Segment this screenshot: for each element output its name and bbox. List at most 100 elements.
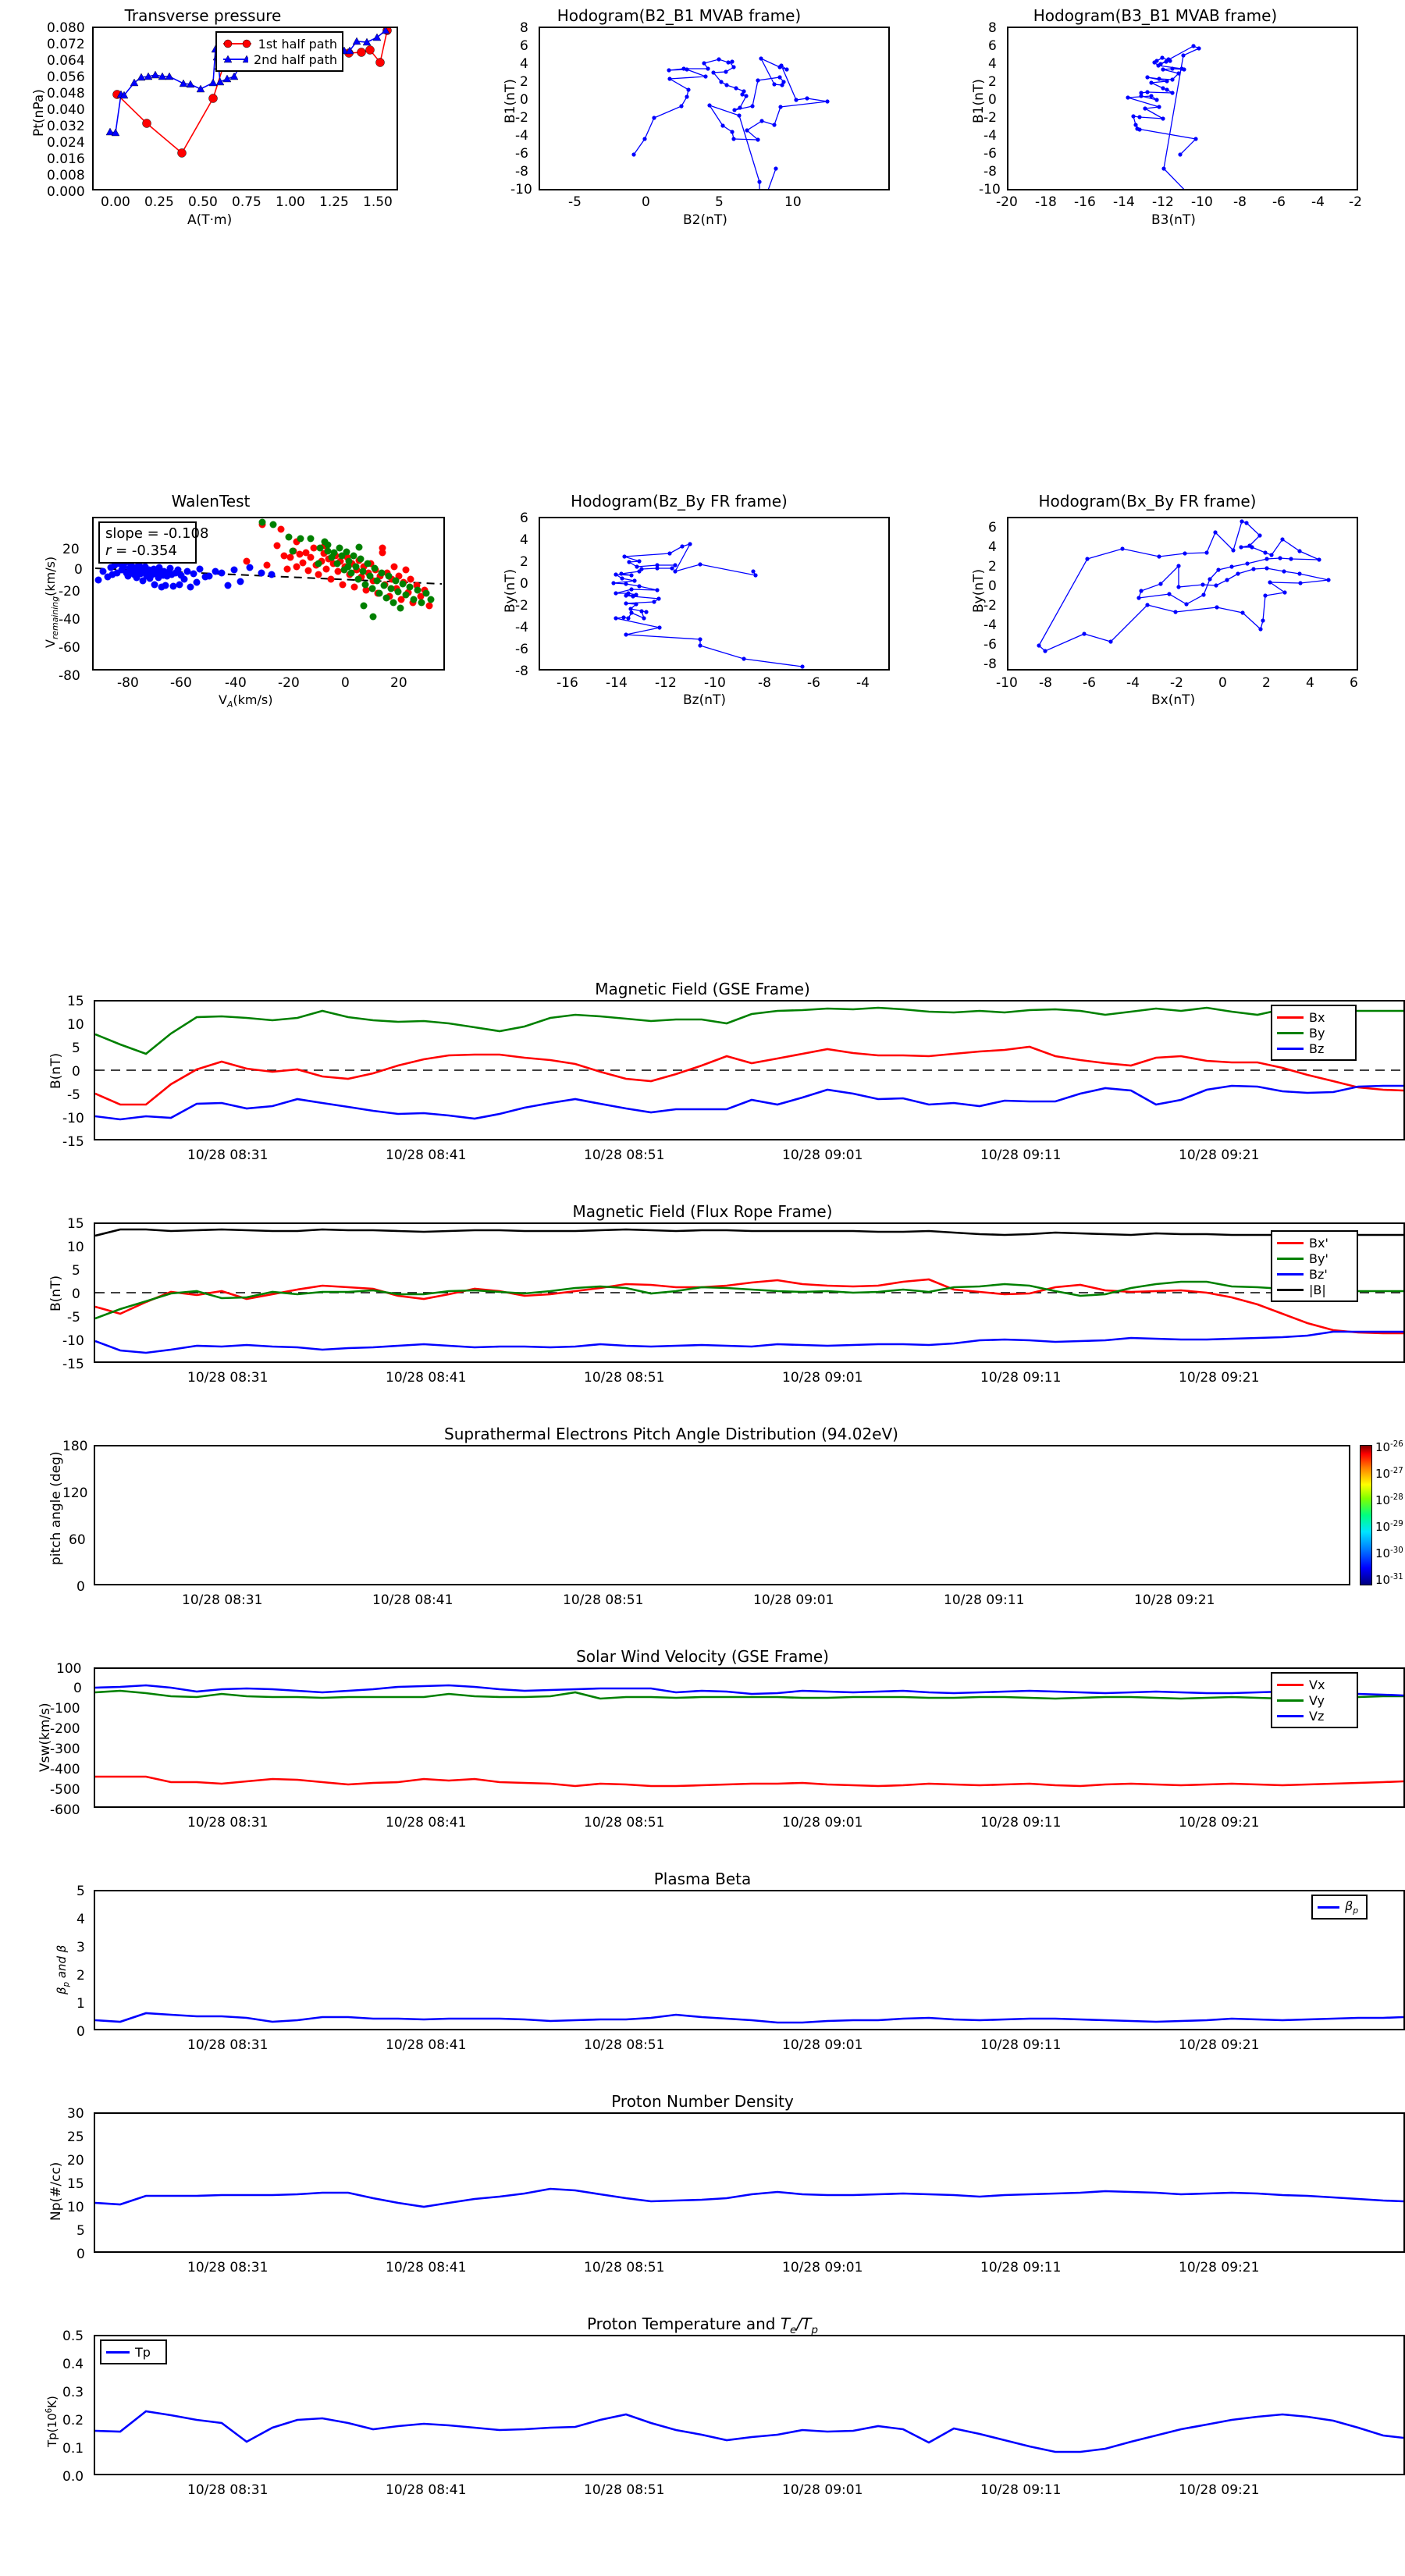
panel-hodogram-b2b1: Hodogram(B2_B1 MVAB frame) 8 6 4 2 0 -2 … xyxy=(468,0,937,228)
xtick: 0 xyxy=(1218,675,1227,691)
ytick: -300 xyxy=(50,1742,80,1757)
ytick: -6 xyxy=(984,637,997,653)
panel-title: Plasma Beta xyxy=(653,1870,752,1888)
legend-label: By' xyxy=(1309,1251,1329,1266)
ytick: 2 xyxy=(76,1968,85,1984)
legend-label: Bx' xyxy=(1309,1235,1329,1251)
ytick: 180 xyxy=(62,1439,88,1454)
ytick: 0.1 xyxy=(62,2441,84,2457)
vsw-svg xyxy=(95,1684,1403,1788)
ytick: 0.056 xyxy=(47,69,85,85)
xtick: 10/28 09:01 xyxy=(782,2482,863,2498)
xtick: -10 xyxy=(1191,194,1213,210)
legend-mag-fr[interactable]: Bx' By' Bz' |B| xyxy=(1271,1230,1358,1302)
panel-solar-wind-velocity: Solar Wind Velocity (GSE Frame) Vx Vy Vz… xyxy=(0,1647,1405,1858)
axis-label-x: B2(nT) xyxy=(683,212,727,228)
panel-title: Suprathermal Electrons Pitch Angle Distr… xyxy=(444,1425,898,1443)
legend-mag-gse[interactable]: Bx By Bz xyxy=(1271,1005,1357,1061)
axis-label-y: Pt(nPa) xyxy=(31,89,47,137)
legend-item-first-half[interactable]: 1st half path xyxy=(222,36,337,52)
ytick: 0.008 xyxy=(47,168,85,183)
walen-annotation-box: slope = -0.108 r = -0.354 xyxy=(98,521,208,564)
legend-item-vy[interactable]: Vy xyxy=(1277,1692,1352,1708)
xtick: 4 xyxy=(1306,675,1314,691)
tp-svg xyxy=(95,2410,1403,2453)
legend-item-bzp[interactable]: Bz' xyxy=(1277,1266,1352,1282)
legend-tp[interactable]: Tp xyxy=(100,2339,167,2364)
legend-label: Bz xyxy=(1309,1041,1325,1056)
ytick: 4 xyxy=(520,56,528,72)
ytick: 15 xyxy=(67,994,84,1009)
xtick: -2 xyxy=(1349,194,1362,210)
legend-item-betap[interactable]: βp xyxy=(1318,1898,1361,1916)
legend-label: Bx xyxy=(1309,1009,1325,1025)
legend-transverse-pressure[interactable]: 1st half path 2nd half path xyxy=(215,31,343,72)
xtick: -14 xyxy=(1113,194,1135,210)
plot-area-vsw xyxy=(94,1667,1405,1808)
legend-item-byp[interactable]: By' xyxy=(1277,1251,1352,1266)
xtick: -40 xyxy=(225,675,247,691)
panel-hodogram-b3b1: Hodogram(B3_B1 MVAB frame) 8 6 4 2 0 -2 … xyxy=(937,0,1405,228)
plot-area-hodogram-bxby xyxy=(1007,517,1358,671)
ytick: 60 xyxy=(69,1532,86,1548)
xtick: -18 xyxy=(1035,194,1057,210)
ytick: 6 xyxy=(988,38,997,54)
legend-item-bmag[interactable]: |B| xyxy=(1277,1282,1352,1297)
xtick: -8 xyxy=(1233,194,1247,210)
xtick: 10/28 08:31 xyxy=(187,2037,269,2053)
legend-item-second-half[interactable]: 2nd half path xyxy=(222,52,337,67)
legend-item-bxp[interactable]: Bx' xyxy=(1277,1235,1352,1251)
panel-title: Transverse pressure xyxy=(124,6,282,25)
ytick: 10 xyxy=(67,2200,84,2215)
axis-label-x: VA(km/s) xyxy=(219,692,273,710)
ytick: 2 xyxy=(520,74,528,90)
ytick: 0.4 xyxy=(62,2357,84,2372)
xtick: 10/28 09:21 xyxy=(1179,2037,1260,2053)
legend-label: |B| xyxy=(1309,1282,1326,1297)
legend-label: Vz xyxy=(1309,1708,1325,1724)
axis-label-y: Vsw(km/s) xyxy=(37,1703,53,1772)
legend-item-bz[interactable]: Bz xyxy=(1277,1041,1350,1056)
ytick: 0.072 xyxy=(47,37,85,52)
xtick: 10/28 08:31 xyxy=(182,1592,263,1608)
ytick: -40 xyxy=(59,612,80,628)
axis-label-x: Bx(nT) xyxy=(1151,692,1196,708)
plot-area-hodogram-b3b1 xyxy=(1007,27,1358,190)
legend-item-bx[interactable]: Bx xyxy=(1277,1009,1350,1025)
xtick: 0.50 xyxy=(188,194,218,210)
xtick: -4 xyxy=(1126,675,1140,691)
plot-area-beta xyxy=(94,1890,1405,2030)
plot-area-hodogram-b2b1 xyxy=(539,27,890,190)
axis-label-y: B1(nT) xyxy=(503,79,518,123)
axis-label-y: Np(#/cc) xyxy=(48,2161,64,2221)
xtick: 10/28 08:51 xyxy=(584,2482,665,2498)
xtick: 10/28 08:51 xyxy=(584,1147,665,1163)
axis-label-y: By(nT) xyxy=(971,568,987,613)
legend-beta[interactable]: βp xyxy=(1311,1895,1368,1920)
xtick: 10/28 09:01 xyxy=(782,2037,863,2053)
legend-item-tp[interactable]: Tp xyxy=(106,2344,161,2360)
ytick: -6 xyxy=(515,146,528,162)
hodogram-bxby-svg xyxy=(1037,519,1331,653)
axis-label-y: Tp(106K) xyxy=(45,2396,59,2447)
colorbar-tick: 10-28 xyxy=(1375,1493,1403,1507)
ytick: 0 xyxy=(73,1681,82,1696)
legend-vsw[interactable]: Vx Vy Vz xyxy=(1271,1672,1358,1728)
xtick: 10/28 08:31 xyxy=(187,1815,269,1831)
xtick: 10/28 09:21 xyxy=(1179,1815,1260,1831)
axis-label-y: B(nT) xyxy=(48,1052,64,1089)
ytick: 0 xyxy=(520,576,528,592)
panel-proton-temperature: Proton Temperature and Te/Tp Tp 0.5 0.4 … xyxy=(0,2314,1405,2533)
ytick: 1 xyxy=(76,1996,85,2012)
legend-item-by[interactable]: By xyxy=(1277,1025,1350,1041)
panel-plasma-beta: Plasma Beta βp 5 4 3 2 1 0 βp and β 10/2… xyxy=(0,1870,1405,2080)
legend-item-vx[interactable]: Vx xyxy=(1277,1677,1352,1692)
xtick: 10/28 08:31 xyxy=(187,1147,269,1163)
legend-item-vz[interactable]: Vz xyxy=(1277,1708,1352,1724)
xtick: 10/28 09:21 xyxy=(1179,1370,1260,1386)
axis-label-y: βp and β xyxy=(55,1944,71,1994)
ytick: 20 xyxy=(62,542,80,557)
ytick: -8 xyxy=(984,164,997,180)
colorbar-tick: 10-26 xyxy=(1375,1440,1403,1454)
